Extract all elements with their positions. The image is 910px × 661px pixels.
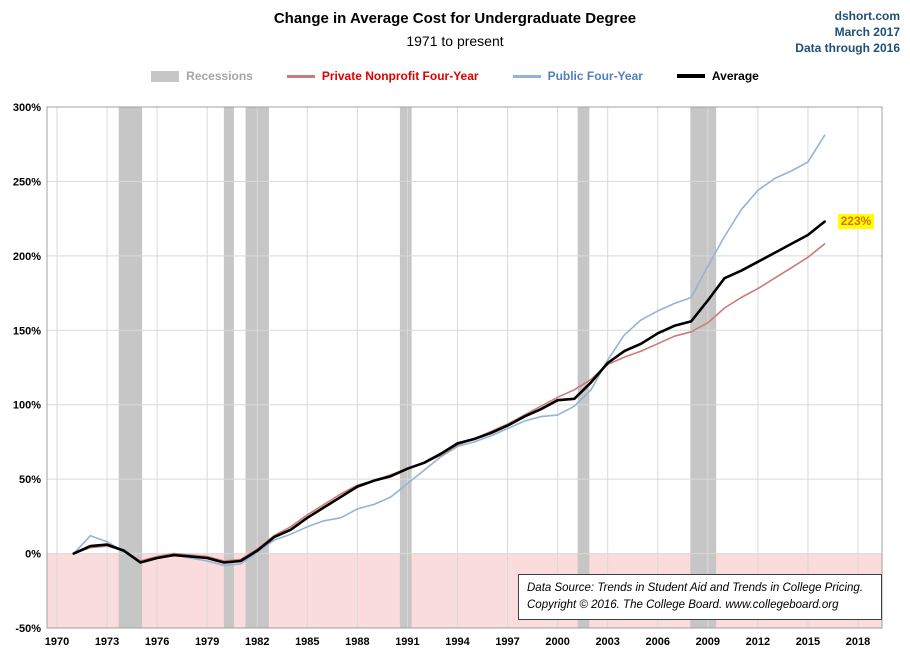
svg-text:2003: 2003 bbox=[595, 636, 619, 648]
svg-text:50%: 50% bbox=[19, 474, 41, 486]
svg-text:2012: 2012 bbox=[746, 636, 770, 648]
x-axis-labels: 1970 1973 1976 1979 1982 1985 1988 1991 1994 1997… bbox=[45, 636, 870, 648]
average-line-swatch-icon bbox=[676, 74, 705, 78]
source-line-1: Data Source: Trends in Student Aid and T… bbox=[527, 582, 864, 594]
source-line-2: Copyright © 2016. The College Board. www… bbox=[527, 599, 839, 611]
svg-text:300%: 300% bbox=[13, 102, 41, 114]
svg-text:150%: 150% bbox=[13, 325, 41, 337]
recession-swatch-icon bbox=[151, 70, 180, 82]
svg-text:1970: 1970 bbox=[45, 636, 69, 648]
gridlines bbox=[47, 106, 882, 629]
svg-text:2018: 2018 bbox=[846, 636, 870, 648]
svg-text:1997: 1997 bbox=[495, 636, 519, 648]
private-line-swatch-icon bbox=[286, 74, 315, 78]
legend-item-public: Public Four-Year bbox=[512, 69, 643, 83]
legend-label: Public Four-Year bbox=[547, 69, 643, 83]
svg-text:1991: 1991 bbox=[395, 636, 419, 648]
legend-label: Private Nonprofit Four-Year bbox=[321, 69, 479, 83]
attribution-date: March 2017 bbox=[834, 25, 900, 39]
svg-text:2000: 2000 bbox=[545, 636, 569, 648]
y-axis-labels: 300% 250% 200% 150% 100% 50% 0% -50% bbox=[13, 102, 41, 635]
series-public-four-year bbox=[72, 134, 826, 567]
series-average bbox=[72, 220, 826, 564]
legend-label: Average bbox=[711, 69, 759, 83]
recession-bands bbox=[118, 107, 717, 628]
svg-text:200%: 200% bbox=[13, 251, 41, 263]
svg-text:1985: 1985 bbox=[295, 636, 319, 648]
svg-text:2015: 2015 bbox=[796, 636, 820, 648]
svg-text:1976: 1976 bbox=[145, 636, 169, 648]
svg-text:1973: 1973 bbox=[95, 636, 119, 648]
attribution-site: dshort.com bbox=[834, 9, 900, 23]
attribution-block: dshort.com March 2017 Data through 2016 bbox=[795, 8, 900, 56]
attribution-note: Data through 2016 bbox=[795, 41, 900, 55]
svg-text:250%: 250% bbox=[13, 176, 41, 188]
svg-text:0%: 0% bbox=[25, 549, 41, 561]
source-box: Data Source: Trends in Student Aid and T… bbox=[518, 574, 882, 620]
plot-border bbox=[46, 106, 883, 629]
svg-text:1982: 1982 bbox=[245, 636, 269, 648]
legend: Recessions Private Nonprofit Four-Year P… bbox=[0, 69, 910, 83]
public-line-swatch-icon bbox=[512, 74, 541, 78]
end-value-annotation: 223% bbox=[837, 213, 875, 229]
svg-text:2006: 2006 bbox=[646, 636, 670, 648]
legend-label: Recessions bbox=[186, 69, 253, 83]
chart-title: Change in Average Cost for Undergraduate… bbox=[273, 10, 637, 27]
svg-text:1988: 1988 bbox=[345, 636, 369, 648]
chart-subtitle: 1971 to present bbox=[406, 33, 504, 49]
legend-item-recessions: Recessions bbox=[151, 69, 253, 83]
svg-text:1979: 1979 bbox=[195, 636, 219, 648]
svg-text:2009: 2009 bbox=[696, 636, 720, 648]
svg-text:1994: 1994 bbox=[445, 636, 470, 648]
svg-text:100%: 100% bbox=[13, 400, 41, 412]
legend-item-average: Average bbox=[676, 69, 759, 83]
svg-text:-50%: -50% bbox=[15, 623, 41, 635]
legend-item-private: Private Nonprofit Four-Year bbox=[286, 69, 479, 83]
